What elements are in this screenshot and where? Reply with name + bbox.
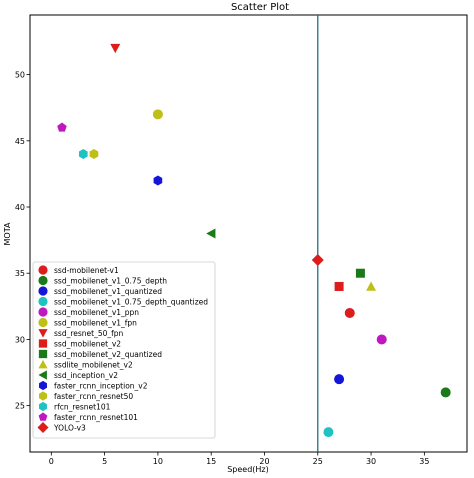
y-tick-label: 45 xyxy=(15,137,25,146)
x-tick-label: 35 xyxy=(419,457,429,466)
legend-label: ssd_mobilenet_v1_ppn xyxy=(54,308,139,317)
y-axis-label: MOTA xyxy=(3,222,12,245)
y-tick-label: 35 xyxy=(15,269,25,278)
chart-title: Scatter Plot xyxy=(231,2,289,13)
x-tick-label: 20 xyxy=(259,457,269,466)
data-points xyxy=(57,43,451,438)
x-tick-label: 0 xyxy=(49,457,54,466)
data-point xyxy=(57,122,67,132)
legend-marker xyxy=(38,329,48,338)
legend-label: faster_rcnn_resnet101 xyxy=(54,413,138,422)
data-point xyxy=(153,175,163,186)
legend-marker xyxy=(37,421,49,434)
data-point xyxy=(344,307,355,318)
legend-label: YOLO-v3 xyxy=(53,423,86,432)
data-point xyxy=(334,374,345,385)
y-tick-label: 50 xyxy=(15,71,25,80)
x-tick-label: 30 xyxy=(366,457,376,466)
x-axis-label: Speed(Hz) xyxy=(227,465,269,474)
legend-marker xyxy=(38,317,48,328)
legend-marker xyxy=(38,307,48,317)
legend-label: rfcn_resnet101 xyxy=(54,402,111,411)
legend-label: ssd_mobilenet_v1_fpn xyxy=(54,318,137,327)
legend-marker xyxy=(38,339,48,348)
legend-label: ssd_mobilenet_v1_quantized xyxy=(54,287,162,296)
data-point xyxy=(334,281,344,291)
legend-marker xyxy=(39,380,47,391)
legend-marker xyxy=(38,265,48,275)
data-point xyxy=(366,281,377,291)
legend-marker xyxy=(39,391,47,401)
legend-marker xyxy=(39,401,47,412)
data-point xyxy=(152,109,163,120)
legend: ssd-mobilenet-v1ssd_mobilenet_v1_0.75_de… xyxy=(32,261,216,439)
data-point xyxy=(110,43,121,54)
legend-marker xyxy=(38,349,48,359)
data-point xyxy=(323,427,334,438)
legend-label: faster_rcnn_inception_v2 xyxy=(54,381,148,390)
legend-marker xyxy=(38,275,48,286)
data-point xyxy=(78,149,88,160)
legend-label: ssd_mobilenet_v2 xyxy=(54,339,121,348)
y-tick-label: 30 xyxy=(15,335,25,344)
x-tick-label: 15 xyxy=(206,457,216,466)
legend-label: ssd_resnet_50_fpn xyxy=(54,329,124,338)
legend-marker xyxy=(38,370,47,380)
legend-marker xyxy=(38,286,48,296)
legend-marker xyxy=(38,296,48,307)
legend-label: ssd_mobilenet_v1_0.75_depth xyxy=(54,276,167,285)
data-point xyxy=(440,387,451,398)
legend-marker xyxy=(38,359,48,369)
legend-marker xyxy=(38,412,48,421)
legend-label: ssd_mobilenet_v1_0.75_depth_quantized xyxy=(54,297,208,306)
legend-label: ssdlite_mobilenet_v2 xyxy=(54,360,133,369)
legend-box xyxy=(32,261,216,439)
y-tick-label: 40 xyxy=(15,203,25,212)
x-tick-label: 10 xyxy=(153,457,163,466)
legend-label: faster_rcnn_resnet50 xyxy=(54,392,133,401)
data-point xyxy=(89,149,99,160)
legend-label: ssd_inception_v2 xyxy=(54,371,118,380)
data-point xyxy=(376,334,387,345)
axis-ticks: 0 5 10 15 20 25 30 35 25 30 35 40 45 50 xyxy=(15,71,430,466)
data-point xyxy=(355,268,365,278)
legend-label: ssd_mobilenet_v2_quantized xyxy=(54,350,162,359)
x-tick-label: 5 xyxy=(102,457,107,466)
y-tick-label: 25 xyxy=(15,402,25,411)
data-point xyxy=(311,253,324,266)
x-tick-label: 25 xyxy=(313,457,323,466)
legend-label: ssd-mobilenet-v1 xyxy=(54,266,119,275)
data-point xyxy=(206,228,216,239)
